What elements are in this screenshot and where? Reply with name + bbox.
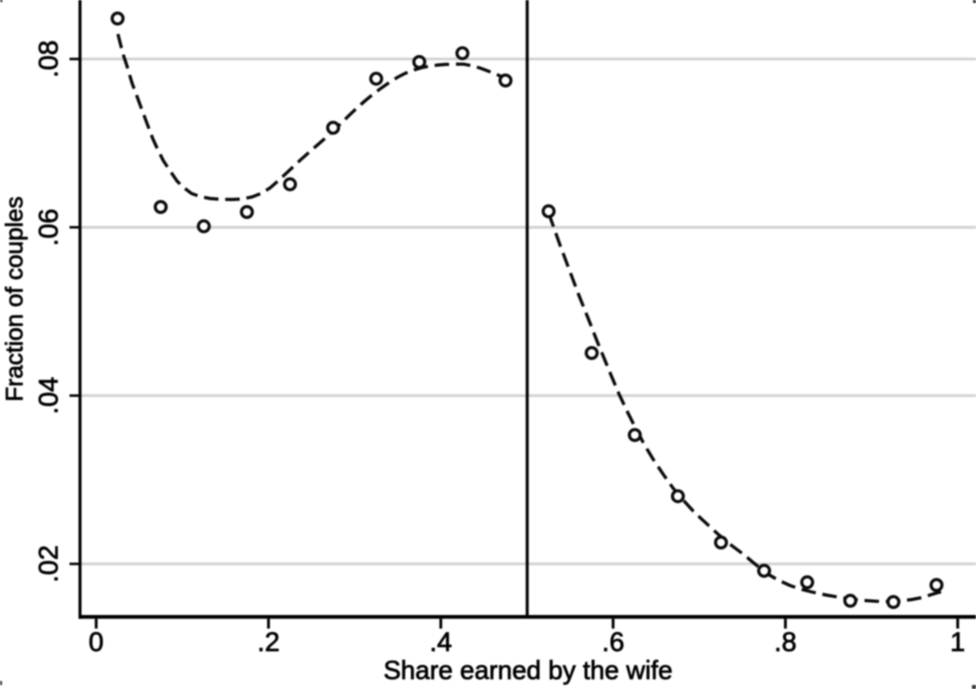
svg-text:1: 1 [950,627,965,657]
svg-text:.02: .02 [34,545,64,583]
svg-text:Fraction of couples: Fraction of couples [2,196,29,401]
svg-text:.2: .2 [257,627,280,657]
svg-text:.06: .06 [34,209,64,247]
svg-text:.8: .8 [774,627,797,657]
svg-text:.08: .08 [34,40,64,78]
svg-text:.4: .4 [430,627,453,657]
svg-text:.6: .6 [602,627,625,657]
svg-text:Share earned by the wife: Share earned by the wife [383,655,672,685]
svg-text:.04: .04 [34,377,64,415]
svg-text:0: 0 [89,627,104,657]
